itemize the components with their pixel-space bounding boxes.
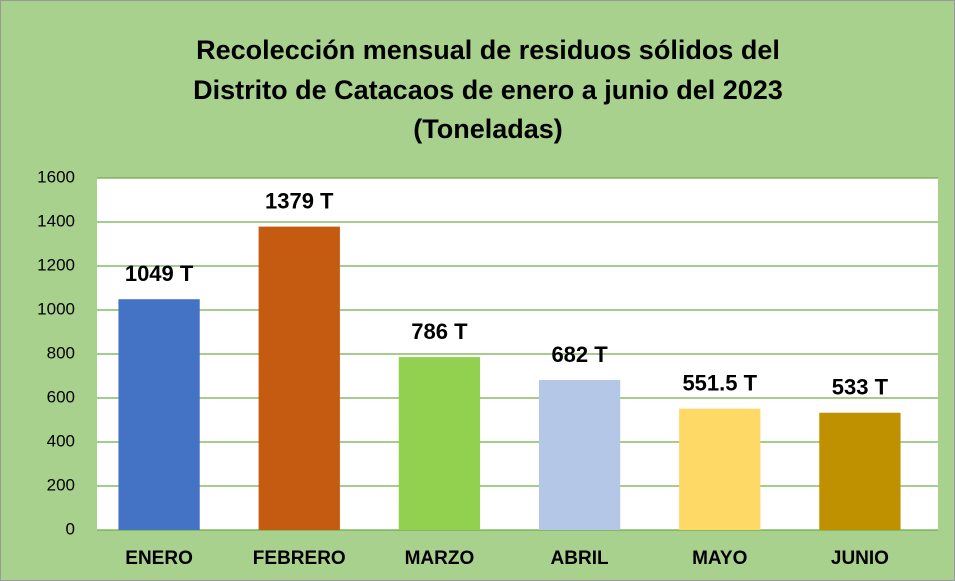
bar [819,412,901,530]
data-label: 1049 T [125,261,194,286]
bar [679,408,761,530]
data-label: 682 T [551,342,608,367]
chart-title: Recolección mensual de residuos sólidos … [196,35,780,65]
y-tick-label: 600 [47,387,75,406]
data-label: 1379 T [265,188,334,213]
bar [258,226,340,530]
data-label: 786 T [411,319,468,344]
bar [538,379,621,530]
data-label: 533 T [832,375,889,400]
data-label: 551.5 T [682,370,757,395]
x-tick-label: FEBRERO [253,548,346,569]
y-tick-label: 1600 [37,167,75,186]
x-tick-label: JUNIO [831,548,889,569]
x-tick-label: ENERO [125,548,193,569]
x-tick-label: MAYO [692,548,747,569]
y-tick-label: 1400 [37,211,75,230]
bar [118,299,200,530]
y-tick-label: 800 [47,343,75,362]
y-tick-label: 200 [47,475,75,494]
y-tick-label: 400 [47,431,75,450]
y-tick-label: 1000 [37,299,75,318]
chart-title: (Toneladas) [413,114,563,144]
y-tick-label: 0 [66,519,75,538]
chart-title: Distrito de Catacaos de enero a junio de… [193,75,783,105]
bar [398,357,481,530]
x-tick-label: MARZO [405,548,475,569]
y-tick-label: 1200 [37,255,75,274]
x-tick-label: ABRIL [551,548,609,569]
